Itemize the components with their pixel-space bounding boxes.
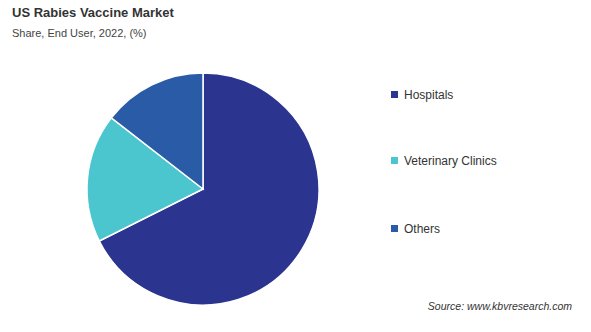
subtitle: Share, End User, 2022, (%)	[12, 27, 147, 39]
legend-label: Others	[404, 222, 440, 236]
chart-svg: US Rabies Vaccine Market Share, End User,…	[0, 0, 591, 332]
legend-swatch	[391, 225, 398, 232]
pie	[87, 73, 319, 305]
legend-swatch	[391, 91, 398, 98]
source: Source: www.kbvresearch.com	[428, 300, 572, 312]
legend-label: Veterinary Clinics	[404, 154, 497, 168]
title: US Rabies Vaccine Market	[12, 5, 175, 20]
legend: Hospitals Veterinary Clinics Others	[391, 88, 497, 236]
pie-slice	[111, 73, 203, 189]
legend-label: Hospitals	[404, 88, 453, 102]
legend-swatch	[391, 157, 398, 164]
chart-root: US Rabies Vaccine Market Share, End User,…	[0, 0, 591, 332]
